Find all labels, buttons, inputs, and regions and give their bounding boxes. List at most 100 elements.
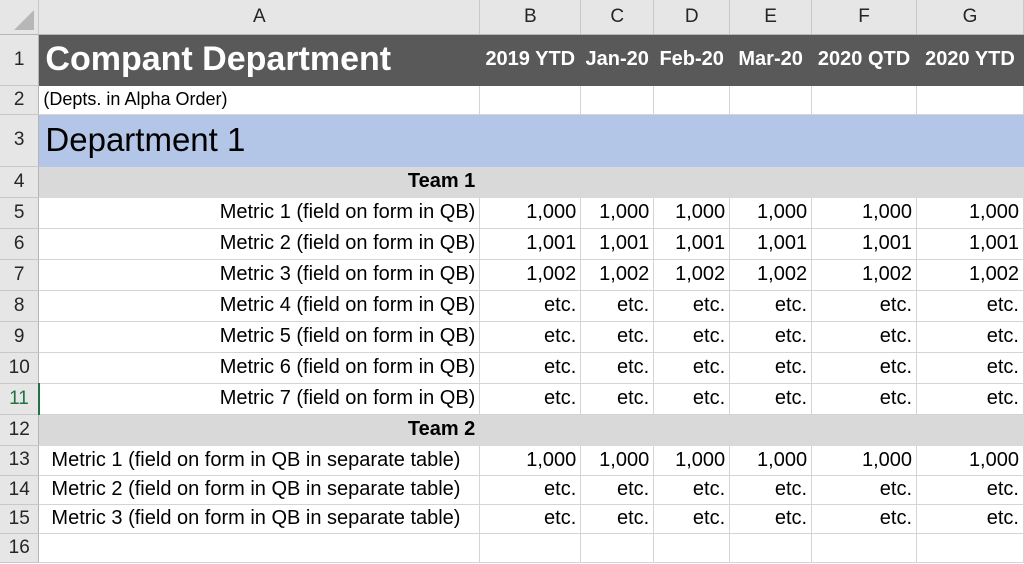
value-cell[interactable]: etc. — [653, 290, 731, 322]
empty-cell[interactable] — [729, 414, 813, 446]
empty-cell[interactable] — [653, 114, 731, 167]
empty-cell[interactable] — [916, 114, 1024, 167]
empty-cell[interactable] — [580, 533, 655, 563]
row-header-12[interactable]: 12 — [0, 414, 40, 446]
empty-cell[interactable] — [729, 85, 813, 115]
metric-label-cell[interactable]: Metric 3 (field on form in QB in separat… — [38, 504, 481, 534]
value-cell[interactable]: etc. — [479, 321, 582, 353]
value-cell[interactable]: etc. — [479, 504, 582, 534]
row-header-16[interactable]: 16 — [0, 533, 40, 563]
value-cell[interactable]: 1,000 — [580, 445, 655, 476]
metric-label-cell[interactable]: Metric 6 (field on form in QB) — [38, 352, 481, 384]
metric-label-cell[interactable]: Metric 4 (field on form in QB) — [38, 290, 481, 322]
col-header-e[interactable]: E — [729, 0, 813, 35]
empty-cell[interactable] — [811, 533, 918, 563]
value-cell[interactable]: etc. — [653, 321, 731, 353]
value-cell[interactable]: 1,000 — [811, 445, 918, 476]
sheet-title-cell[interactable]: Compant Department — [38, 34, 481, 86]
row-header-7[interactable]: 7 — [0, 259, 40, 291]
value-cell[interactable]: 1,001 — [811, 228, 918, 260]
team-name-cell[interactable]: Team 1 — [38, 166, 481, 198]
row-header-2[interactable]: 2 — [0, 85, 40, 115]
value-cell[interactable]: etc. — [916, 352, 1024, 384]
value-cell[interactable]: 1,001 — [916, 228, 1024, 260]
metric-label-cell[interactable]: Metric 3 (field on form in QB) — [38, 259, 481, 291]
value-cell[interactable]: etc. — [479, 475, 582, 505]
value-cell[interactable]: 1,000 — [653, 445, 731, 476]
empty-cell[interactable] — [729, 114, 813, 167]
empty-cell[interactable] — [653, 414, 731, 446]
empty-cell[interactable] — [916, 85, 1024, 115]
empty-cell[interactable] — [916, 533, 1024, 563]
value-cell[interactable]: etc. — [729, 321, 813, 353]
value-cell[interactable]: 1,000 — [916, 445, 1024, 476]
row-header-13[interactable]: 13 — [0, 445, 40, 476]
empty-cell[interactable] — [811, 414, 918, 446]
empty-cell[interactable] — [653, 85, 731, 115]
row-header-1[interactable]: 1 — [0, 34, 40, 86]
value-cell[interactable]: 1,000 — [653, 197, 731, 229]
row-header-9[interactable]: 9 — [0, 321, 40, 353]
value-cell[interactable]: etc. — [916, 504, 1024, 534]
value-cell[interactable]: 1,001 — [729, 228, 813, 260]
row-header-4[interactable]: 4 — [0, 166, 40, 198]
value-cell[interactable]: 1,001 — [479, 228, 582, 260]
empty-cell[interactable] — [38, 533, 481, 563]
row-header-5[interactable]: 5 — [0, 197, 40, 229]
metric-label-cell[interactable]: Metric 2 (field on form in QB) — [38, 228, 481, 260]
period-header-cell[interactable]: 2020 YTD — [916, 34, 1024, 86]
value-cell[interactable]: etc. — [916, 290, 1024, 322]
value-cell[interactable]: 1,002 — [653, 259, 731, 291]
empty-cell[interactable] — [811, 85, 918, 115]
value-cell[interactable]: 1,000 — [479, 445, 582, 476]
metric-label-cell[interactable]: Metric 1 (field on form in QB) — [38, 197, 481, 229]
value-cell[interactable]: 1,001 — [653, 228, 731, 260]
col-header-b[interactable]: B — [479, 0, 582, 35]
department-cell[interactable]: Department 1 — [38, 114, 481, 167]
value-cell[interactable]: etc. — [479, 352, 582, 384]
value-cell[interactable]: etc. — [729, 475, 813, 505]
row-header-8[interactable]: 8 — [0, 290, 40, 322]
empty-cell[interactable] — [916, 414, 1024, 446]
value-cell[interactable]: etc. — [580, 383, 655, 415]
value-cell[interactable]: etc. — [479, 290, 582, 322]
value-cell[interactable]: 1,001 — [580, 228, 655, 260]
row-header-6[interactable]: 6 — [0, 228, 40, 260]
value-cell[interactable]: etc. — [653, 475, 731, 505]
empty-cell[interactable] — [580, 85, 655, 115]
value-cell[interactable]: etc. — [729, 383, 813, 415]
value-cell[interactable]: etc. — [580, 475, 655, 505]
period-header-cell[interactable]: Feb-20 — [653, 34, 731, 86]
value-cell[interactable]: etc. — [729, 504, 813, 534]
value-cell[interactable]: etc. — [580, 321, 655, 353]
value-cell[interactable]: 1,000 — [729, 197, 813, 229]
value-cell[interactable]: 1,002 — [916, 259, 1024, 291]
value-cell[interactable]: etc. — [729, 290, 813, 322]
empty-cell[interactable] — [479, 414, 582, 446]
row-header-11-selected[interactable]: 11 — [0, 383, 40, 415]
value-cell[interactable]: etc. — [811, 383, 918, 415]
value-cell[interactable]: 1,002 — [811, 259, 918, 291]
subtitle-cell[interactable]: (Depts. in Alpha Order) — [38, 85, 481, 115]
empty-cell[interactable] — [479, 533, 582, 563]
team-name-cell[interactable]: Team 2 — [38, 414, 481, 446]
empty-cell[interactable] — [479, 85, 582, 115]
value-cell[interactable]: 1,002 — [479, 259, 582, 291]
empty-cell[interactable] — [580, 414, 655, 446]
metric-label-cell[interactable]: Metric 5 (field on form in QB) — [38, 321, 481, 353]
metric-label-cell[interactable]: Metric 1 (field on form in QB in separat… — [38, 445, 481, 476]
value-cell[interactable]: 1,000 — [916, 197, 1024, 229]
value-cell[interactable]: etc. — [653, 352, 731, 384]
value-cell[interactable]: etc. — [653, 504, 731, 534]
row-header-15[interactable]: 15 — [0, 504, 40, 534]
col-header-a[interactable]: A — [38, 0, 481, 35]
value-cell[interactable]: 1,000 — [811, 197, 918, 229]
select-all-corner[interactable] — [0, 0, 40, 35]
value-cell[interactable]: etc. — [653, 383, 731, 415]
value-cell[interactable]: etc. — [811, 475, 918, 505]
value-cell[interactable]: etc. — [479, 383, 582, 415]
value-cell[interactable]: 1,000 — [479, 197, 582, 229]
value-cell[interactable]: etc. — [580, 504, 655, 534]
value-cell[interactable]: etc. — [729, 352, 813, 384]
empty-cell[interactable] — [916, 166, 1024, 198]
